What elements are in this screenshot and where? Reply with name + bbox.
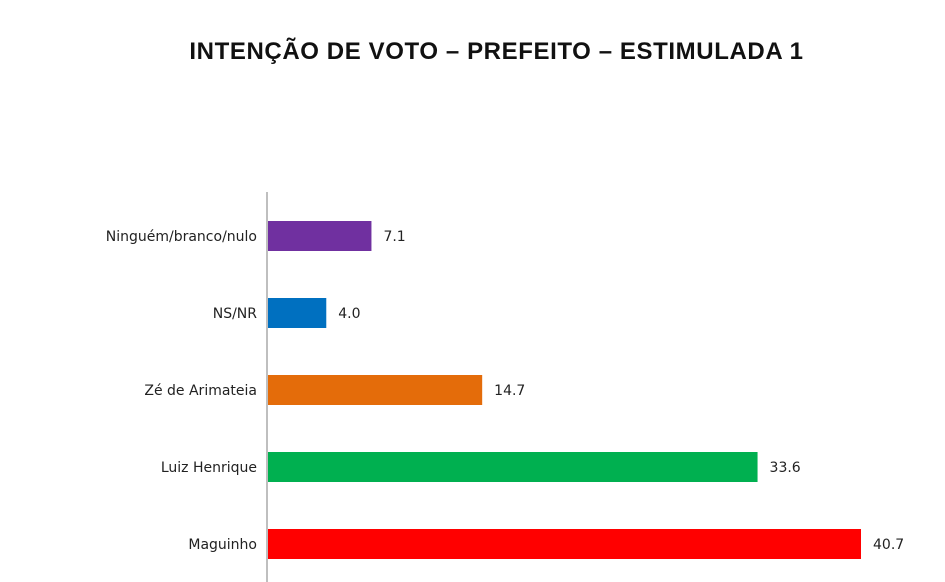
chart-title: INTENÇÃO DE VOTO – PREFEITO – ESTIMULADA… <box>189 38 804 65</box>
category-label-1: NS/NR <box>213 306 258 322</box>
category-label-2: Zé de Arimateia <box>144 383 257 399</box>
value-label-0: 7.1 <box>383 229 405 245</box>
category-label-0: Ninguém/branco/nulo <box>106 229 257 245</box>
bar-4 <box>268 529 861 559</box>
category-label-3: Luiz Henrique <box>161 460 257 476</box>
bar-1 <box>268 298 327 328</box>
value-label-3: 33.6 <box>770 460 801 476</box>
value-label-4: 40.7 <box>873 537 904 553</box>
bars-layer: Ninguém/branco/nulo 7.1 NS/NR 4.0 Zé de Arim… <box>106 221 904 559</box>
bar-0 <box>268 221 372 251</box>
bar-3 <box>268 452 758 482</box>
value-label-2: 14.7 <box>494 383 525 399</box>
bar-2 <box>268 375 483 405</box>
category-label-4: Maguinho <box>188 537 257 553</box>
value-label-1: 4.0 <box>338 306 360 322</box>
